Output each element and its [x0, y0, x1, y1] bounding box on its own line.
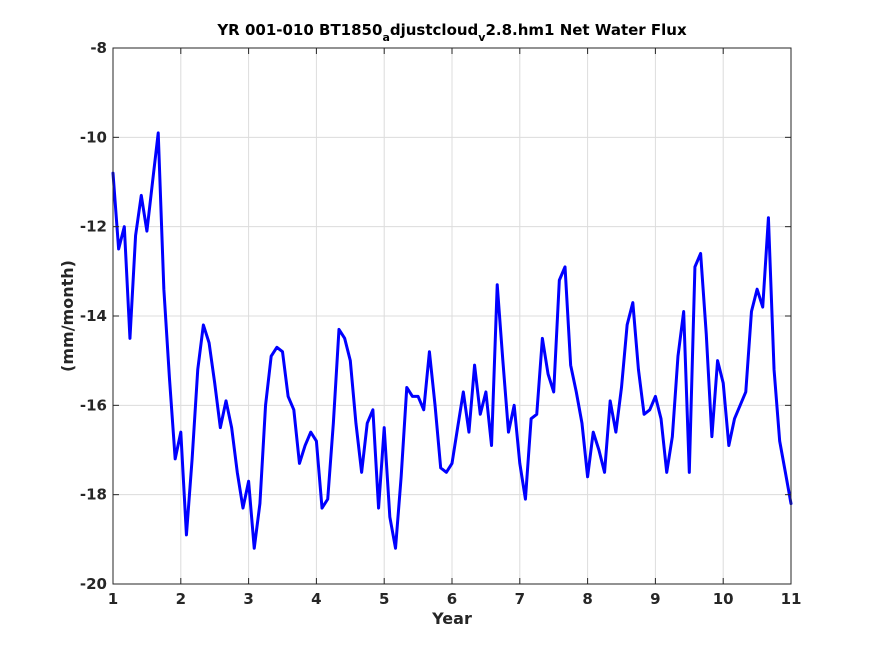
x-tick-label: 7 — [515, 590, 525, 608]
x-tick-label: 8 — [582, 590, 592, 608]
chart-title: YR 001-010 BT1850adjustcloudv2.8.hm1 Net… — [216, 21, 687, 44]
x-tick-label: 4 — [311, 590, 321, 608]
title-prefix: YR 001-010 BT1850 — [216, 21, 382, 39]
title-middle: djustcloud — [390, 21, 478, 39]
series-line-1 — [111, 131, 793, 550]
y-tick-label: -18 — [80, 486, 107, 504]
title-suffix: 2.8.hm1 Net Water Flux — [485, 21, 687, 39]
title-subscript-v: v — [478, 31, 486, 44]
y-tick-label: -14 — [80, 307, 107, 325]
x-tick-label: 2 — [176, 590, 186, 608]
x-tick-label: 11 — [781, 590, 802, 608]
x-tick-label: 9 — [650, 590, 660, 608]
series-layer — [111, 131, 793, 550]
y-tick-label: -10 — [80, 128, 107, 146]
y-tick-label: -8 — [90, 39, 107, 57]
x-tick-label: 5 — [379, 590, 389, 608]
y-tick-label: -20 — [80, 575, 107, 593]
x-tick-label: 6 — [447, 590, 457, 608]
x-tick-label: 1 — [108, 590, 118, 608]
y-axis-label: (mm/month) — [58, 260, 77, 372]
x-axis-label: Year — [431, 609, 472, 628]
x-tick-label: 10 — [713, 590, 734, 608]
ticks: 1 2 3 4 5 6 7 8 9 10 11 -20 -18 -16 -14 -12 -10 -8 — [80, 39, 802, 608]
title-subscript-a: a — [382, 31, 389, 44]
y-tick-label: -12 — [80, 218, 107, 236]
y-tick-label: -16 — [80, 396, 107, 414]
x-tick-label: 3 — [243, 590, 253, 608]
